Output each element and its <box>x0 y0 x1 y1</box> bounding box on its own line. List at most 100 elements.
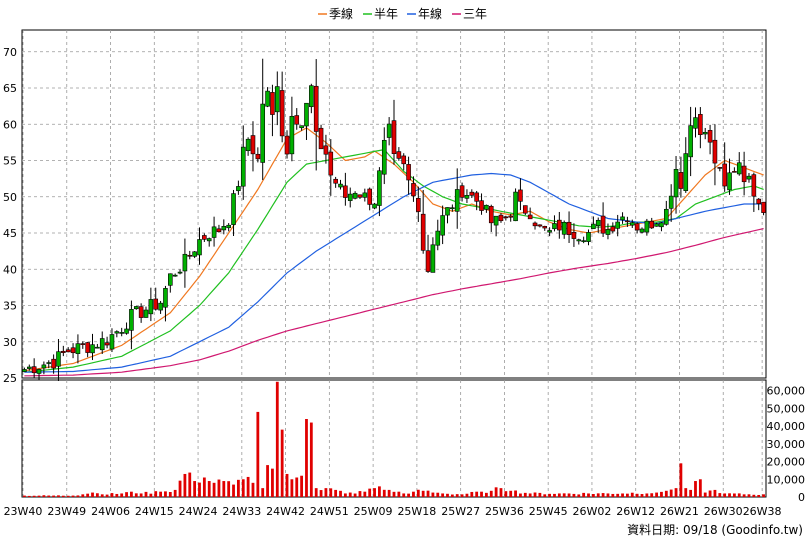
candle <box>605 223 611 240</box>
volume-tick-label: 50,000 <box>767 402 806 415</box>
candle-body <box>600 215 606 234</box>
price-tick-label: 60 <box>3 118 17 131</box>
candle <box>425 234 431 273</box>
candle <box>250 121 256 172</box>
candle <box>391 99 397 165</box>
candle <box>80 341 86 349</box>
volume-bar <box>747 494 751 497</box>
volume-bar <box>669 489 673 497</box>
legend-entry: 半年 <box>363 7 398 21</box>
candle-body <box>333 178 338 184</box>
price-grid <box>21 29 767 498</box>
volume-bar <box>543 494 547 497</box>
time-tick-label: 25W36 <box>485 505 524 518</box>
price-tick-label: 50 <box>3 191 17 204</box>
volume-bar <box>567 493 571 497</box>
candle <box>333 176 338 188</box>
candle-body <box>503 216 509 219</box>
candle-body <box>732 171 737 173</box>
candle <box>85 341 90 358</box>
volume-bar <box>271 468 274 497</box>
candle-body <box>177 271 183 274</box>
candle <box>634 222 640 234</box>
candle-body <box>148 299 154 315</box>
candle <box>90 333 95 361</box>
candle-body <box>625 220 630 223</box>
candle-body <box>396 151 402 159</box>
ma-line-三年 <box>24 228 764 377</box>
volume-bar <box>86 493 90 497</box>
candle <box>396 147 402 161</box>
candle <box>148 287 154 322</box>
candle-body <box>323 145 329 155</box>
volume-bar <box>42 495 46 497</box>
candle <box>197 227 202 265</box>
candle <box>659 222 664 232</box>
volume-bar <box>159 491 162 497</box>
candle-body <box>245 138 251 152</box>
volume-bar <box>217 479 221 497</box>
volume-bar <box>319 490 323 497</box>
volume-bar <box>343 493 347 497</box>
volume-bar <box>212 482 216 497</box>
candle <box>595 217 601 233</box>
volume-bar <box>616 493 620 497</box>
volume-bar <box>489 490 493 497</box>
volume-bar <box>630 492 634 497</box>
candle <box>309 83 314 114</box>
candle <box>557 211 562 239</box>
candle <box>586 229 591 246</box>
volume-bar <box>236 479 240 497</box>
volume-bar <box>528 493 532 497</box>
candle-body <box>216 228 222 233</box>
candle <box>211 216 217 247</box>
candle-body <box>114 331 120 334</box>
candle-body <box>668 195 674 209</box>
legend: 季線 半年 年線 三年 <box>318 6 487 21</box>
volume-bar <box>664 490 668 497</box>
candle-body <box>231 193 236 225</box>
candle <box>255 147 261 163</box>
time-tick-label: 23W40 <box>4 505 43 518</box>
volume-bar <box>222 481 226 497</box>
candle <box>216 224 222 233</box>
volume-bar <box>698 479 702 497</box>
time-tick-label: 25W45 <box>529 505 568 518</box>
candle-body <box>678 172 684 189</box>
candle <box>639 227 645 234</box>
volume-bar <box>523 492 527 497</box>
time-tick-label: 24W24 <box>179 505 218 518</box>
legend-label: 季線 <box>329 6 353 21</box>
candle-body <box>712 139 718 164</box>
volume-bar <box>144 491 148 497</box>
volume-bars <box>23 381 765 497</box>
volume-bar <box>596 493 600 497</box>
candle-body <box>391 120 397 154</box>
volume-bar <box>494 487 498 497</box>
volume-bar <box>519 493 522 497</box>
volume-bar <box>635 493 639 497</box>
candle-body <box>702 131 708 135</box>
candle-body <box>80 343 86 345</box>
candle <box>488 204 494 232</box>
volume-bar <box>587 493 590 497</box>
volume-bar <box>392 491 396 497</box>
candle <box>318 124 324 150</box>
candle-body <box>119 332 124 334</box>
time-tick-label: 26W02 <box>573 505 612 518</box>
candle <box>732 167 737 173</box>
candle-body <box>265 90 270 107</box>
candle-body <box>605 229 611 235</box>
candle <box>104 336 110 349</box>
candle-body <box>722 163 727 187</box>
candle <box>153 287 159 311</box>
candle <box>454 168 460 229</box>
time-tick-label: 24W06 <box>91 505 130 518</box>
volume-bar <box>650 493 654 497</box>
volume-tick-label: 40,000 <box>767 420 806 433</box>
candle-body <box>459 185 465 198</box>
volume-bar <box>139 493 143 497</box>
volume-bar <box>601 493 605 497</box>
volume-bar <box>115 493 119 497</box>
candle <box>352 191 358 200</box>
